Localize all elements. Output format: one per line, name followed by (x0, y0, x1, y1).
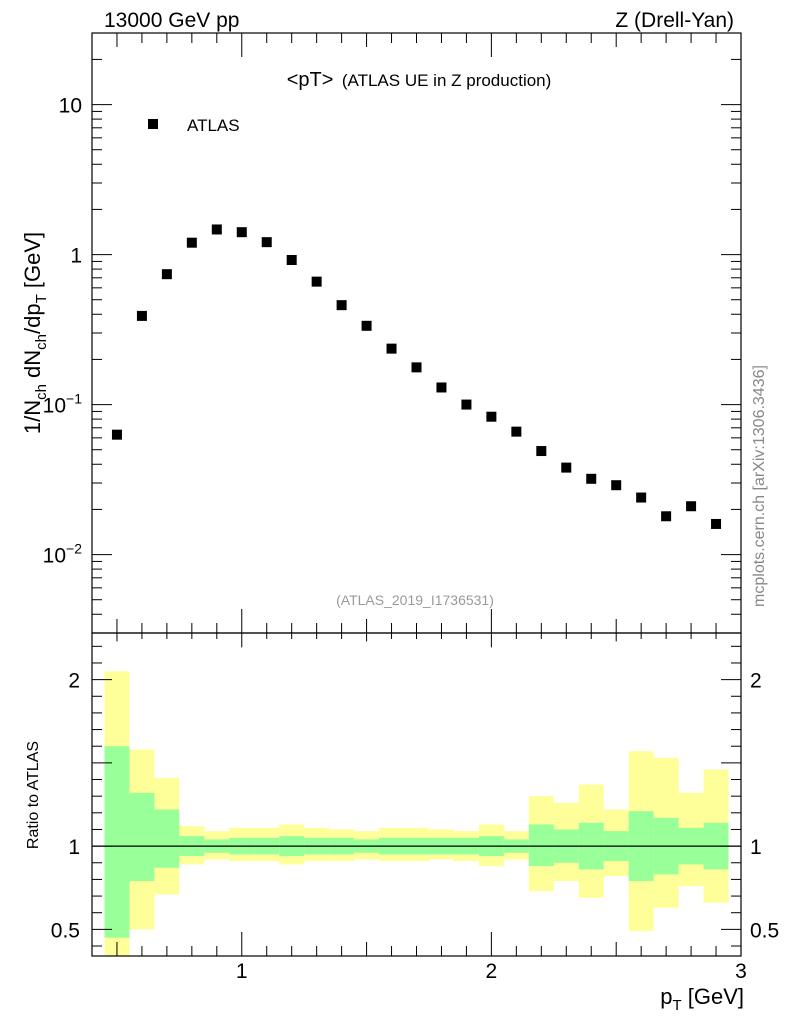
data-point (311, 276, 322, 287)
watermark: mcplots.cern.ch [arXiv:1306.3436] (751, 365, 768, 607)
data-point (336, 300, 347, 311)
data-point (636, 492, 647, 503)
x-tick-label: 2 (486, 960, 498, 983)
ratio-y-tick-label-right: 1 (750, 836, 762, 859)
data-point (261, 237, 272, 248)
data-point (511, 426, 522, 437)
ratio-axis-ticks (92, 633, 742, 956)
stat-uncertainty-bin (104, 746, 130, 938)
data-point (211, 224, 222, 235)
data-point (461, 399, 472, 410)
plot-title: <pT> (287, 69, 334, 91)
data-point (486, 411, 497, 422)
data-point (236, 227, 247, 238)
x-axis-label: pT [GeV] (660, 984, 744, 1014)
main-axis-ticks (92, 32, 742, 634)
x-tick-label: 3 (735, 960, 747, 983)
ratio-y-tick-label: 1 (68, 836, 80, 859)
data-point (586, 473, 597, 484)
stat-uncertainty-bin (528, 824, 554, 867)
ratio-y-tick-label-right: 2 (750, 670, 762, 693)
plot-subtitle: (ATLAS UE in Z production) (342, 71, 551, 90)
data-point (136, 310, 147, 321)
data-point (111, 429, 122, 440)
header-collision-energy: 13000 GeV pp (104, 9, 239, 32)
y-tick-label: 10−2 (43, 541, 83, 568)
analysis-id: (ATLAS_2019_I1736531) (336, 592, 494, 608)
data-point (286, 255, 297, 265)
data-point (411, 362, 422, 373)
data-point (536, 446, 547, 457)
data-point (436, 382, 447, 393)
data-point (561, 462, 572, 473)
data-point (386, 343, 397, 354)
stat-uncertainty-bin (154, 809, 180, 868)
ratio-y-tick-labels: 0.5 0.5 1 1 2 2 (51, 670, 779, 943)
ratio-y-axis-label: Ratio to ATLAS (25, 741, 42, 849)
plot-title-line: <pT> (ATLAS UE in Z production) (287, 69, 552, 91)
data-point (711, 518, 722, 529)
legend-label: ATLAS (187, 116, 240, 135)
x-tick-labels: 1 2 3 (236, 960, 747, 983)
data-point (611, 480, 622, 491)
header-process: Z (Drell-Yan) (615, 9, 734, 32)
main-y-axis-label: 1/Nch dNch/dpT [GeV] (20, 232, 50, 434)
data-point (186, 237, 197, 248)
data-point (661, 511, 672, 522)
data-point (161, 269, 172, 280)
y-tick-label: 10−1 (43, 391, 83, 418)
ratio-y-tick-label-right: 0.5 (750, 919, 779, 942)
ratio-y-tick-label: 2 (68, 670, 80, 693)
ratio-uncertainty-bands (104, 671, 729, 956)
stat-uncertainty-bin (129, 792, 155, 882)
x-tick-label: 1 (236, 960, 248, 983)
y-tick-label: 1 (70, 245, 82, 268)
data-point (686, 501, 697, 512)
ratio-y-tick-label: 0.5 (51, 919, 80, 942)
y-tick-label: 10 (59, 95, 82, 118)
main-y-tick-labels: 10 1 10−1 10−2 (43, 95, 83, 568)
data-point (361, 320, 372, 331)
data-points (111, 224, 722, 529)
legend-marker (148, 119, 158, 129)
